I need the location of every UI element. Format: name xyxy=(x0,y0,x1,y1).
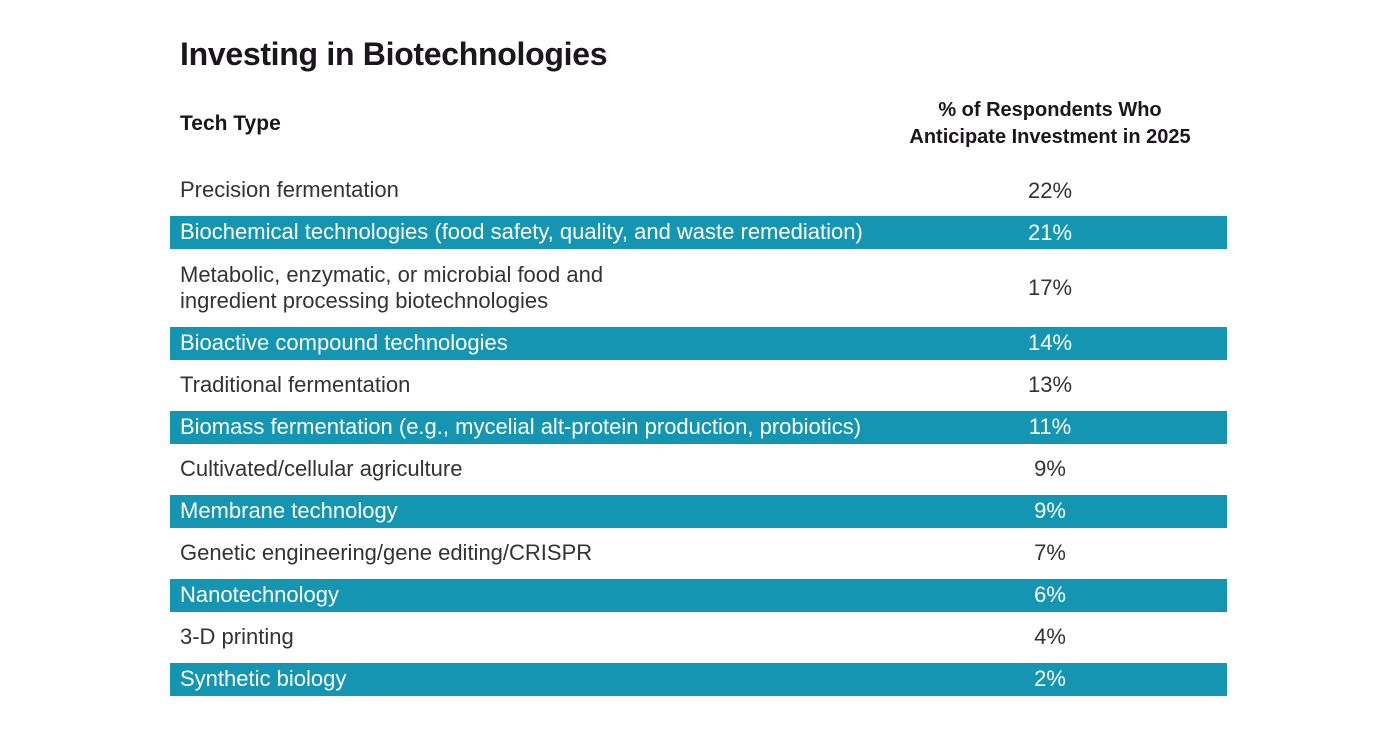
percent-cell: 4% xyxy=(1034,624,1066,650)
table-row: Synthetic biology 2% xyxy=(170,658,1227,700)
table-row: 3-D printing 4% xyxy=(170,616,1227,658)
page-title: Investing in Biotechnologies xyxy=(180,36,608,72)
tech-type-cell: Genetic engineering/gene editing/CRISPR xyxy=(180,540,593,566)
column-header-tech-type: Tech Type xyxy=(180,111,281,135)
tech-type-cell: 3-D printing xyxy=(180,624,294,650)
percent-cell: 13% xyxy=(1027,372,1073,398)
table-row: Biomass fermentation (e.g., mycelial alt… xyxy=(170,406,1227,448)
table-row: Bioactive compound technologies 14% xyxy=(170,322,1227,364)
percent-cell: 21% xyxy=(1027,219,1073,245)
tech-type-cell: Traditional fermentation xyxy=(180,372,411,398)
table-row: Membrane technology 9% xyxy=(170,490,1227,532)
tech-type-cell: Precision fermentation xyxy=(180,177,399,203)
table-row: Precision fermentation 22% xyxy=(170,170,1227,212)
column-header-percent: % of Respondents Who Anticipate Investme… xyxy=(909,98,1191,148)
table-panel: Investing in Biotechnologies Tech Type %… xyxy=(170,0,1227,700)
percent-cell: 14% xyxy=(1027,330,1073,356)
percent-cell: 2% xyxy=(1034,666,1066,692)
tech-type-cell: Nanotechnology xyxy=(180,582,340,608)
table-header-row: Tech Type % of Respondents Who Anticipat… xyxy=(170,97,1227,151)
table-row: Genetic engineering/gene editing/CRISPR … xyxy=(170,532,1227,574)
percent-cell: 9% xyxy=(1034,456,1066,482)
percent-cell: 22% xyxy=(1027,177,1073,203)
table-row: Metabolic, enzymatic, or microbial food … xyxy=(170,254,1227,323)
table-row: Nanotechnology 6% xyxy=(170,574,1227,616)
tech-type-cell: Cultivated/cellular agriculture xyxy=(180,456,463,482)
tech-type-cell: Membrane technology xyxy=(180,498,398,524)
tech-type-cell: Biochemical technologies (food safety, q… xyxy=(180,219,863,245)
percent-cell: 17% xyxy=(1027,274,1073,300)
percent-cell: 9% xyxy=(1034,498,1066,524)
table-row: Biochemical technologies (food safety, q… xyxy=(170,212,1227,254)
table-row: Traditional fermentation 13% xyxy=(170,364,1227,406)
table-row: Cultivated/cellular agriculture 9% xyxy=(170,448,1227,490)
tech-type-cell: Biomass fermentation (e.g., mycelial alt… xyxy=(180,414,862,440)
tech-type-cell: Synthetic biology xyxy=(180,666,347,692)
tech-type-cell: Metabolic, enzymatic, or microbial food … xyxy=(180,261,604,313)
percent-cell: 7% xyxy=(1034,540,1066,566)
tech-type-cell: Bioactive compound technologies xyxy=(180,330,508,356)
percent-cell: 11% xyxy=(1028,414,1072,440)
table-body: Precision fermentation 22% Biochemical t… xyxy=(170,170,1227,701)
percent-cell: 6% xyxy=(1034,582,1066,608)
